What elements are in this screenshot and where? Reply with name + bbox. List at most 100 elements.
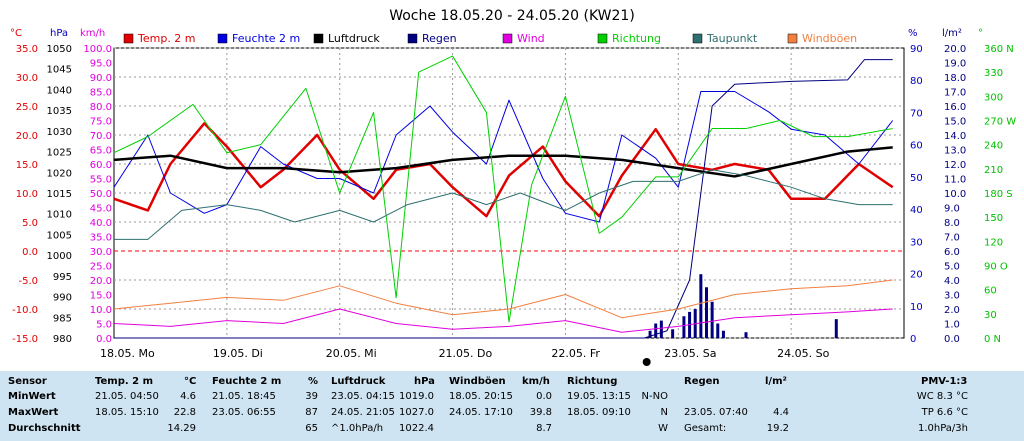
- tick-label-wind: 45.0: [90, 204, 112, 215]
- summary-cell-wb_t: 24.05. 17:10: [449, 407, 513, 418]
- summary-cell-temp_t: 18.05. 15:10: [95, 407, 159, 418]
- summary-cell-pmv: TP 6.6 °C: [921, 407, 968, 418]
- tick-label-wind: 15.0: [90, 291, 112, 302]
- day-label: 22.05. Fr: [551, 347, 600, 360]
- rain-bar: [710, 301, 714, 338]
- chart-canvas: Woche 18.05.20 - 24.05.20 (KW21) Temp. 2 …: [10, 8, 1017, 366]
- tick-label-rain: 10.0: [944, 189, 966, 200]
- legend-swatch: [502, 33, 513, 44]
- series-line: [113, 308, 893, 333]
- legend-label: Feuchte 2 m: [232, 32, 300, 45]
- summary-cell-temp_v: 14.29: [167, 423, 196, 434]
- summary-cell-wb_v: 8.7: [536, 423, 552, 434]
- legend-swatch: [217, 33, 228, 44]
- tick-label-rain: 12.0: [944, 160, 966, 171]
- tick-label-rain: 5.0: [944, 262, 960, 273]
- tick-label-humidity: 40: [910, 205, 923, 216]
- rain-bar: [705, 287, 708, 338]
- day-label: 20.05. Mi: [326, 347, 377, 360]
- rain-bar: [682, 316, 686, 338]
- tick-label-direction: 270 W: [984, 117, 1016, 128]
- tick-label-temp: 15.0: [16, 160, 38, 171]
- header-luftdruck-unit: hPa: [414, 376, 435, 387]
- header-sensor: Sensor: [8, 376, 47, 387]
- header-pmv: PMV-1:3: [921, 376, 968, 387]
- tick-label-wind: 25.0: [90, 262, 112, 273]
- legend-label: Richtung: [612, 32, 661, 45]
- tick-label-wind: 35.0: [90, 233, 112, 244]
- summary-cell-wb_v: 0.0: [536, 391, 552, 402]
- tick-label-rain: 4.0: [944, 276, 960, 287]
- header-temp-unit: °C: [184, 376, 197, 387]
- tick-label-pressure: 1000: [47, 251, 72, 262]
- header-feuchte-unit: %: [308, 376, 319, 387]
- tick-label-wind: 30.0: [90, 247, 112, 258]
- header-windboeen: Windböen: [449, 376, 506, 387]
- legend-swatch: [407, 33, 418, 44]
- summary-cell-lu_v: 1022.4: [399, 423, 434, 434]
- series-line: [114, 59, 893, 339]
- tick-label-direction: 120: [984, 237, 1003, 248]
- series-line: [113, 279, 893, 319]
- tick-label-direction: 360 N: [984, 44, 1014, 55]
- tick-label-rain: 19.0: [944, 59, 966, 70]
- summary-cell-lu_t: 24.05. 21:05: [331, 407, 395, 418]
- tick-label-direction: 240: [984, 141, 1003, 152]
- tick-label-rain: 14.0: [944, 131, 966, 142]
- axis-unit-temp: °C: [10, 28, 22, 39]
- tick-label-wind: 80.0: [90, 102, 112, 113]
- tick-label-wind: 90.0: [90, 73, 112, 84]
- axis-unit-wind: km/h: [80, 28, 105, 39]
- tick-label-wind: 10.0: [90, 305, 112, 316]
- tick-label-rain: 8.0: [944, 218, 960, 229]
- tick-label-humidity: 80: [910, 76, 923, 87]
- tick-label-rain: 11.0: [944, 175, 966, 186]
- tick-label-pressure: 1045: [47, 65, 72, 76]
- rain-bar: [721, 330, 725, 338]
- legend-label: Regen: [422, 32, 457, 45]
- tick-label-wind: 85.0: [90, 88, 112, 99]
- legend-swatch: [692, 33, 703, 44]
- axis-unit-humidity: %: [908, 28, 918, 39]
- summary-cell-pmv: 1.0hPa/3h: [917, 423, 968, 434]
- tick-label-rain: 1.0: [944, 320, 960, 331]
- legend-swatch: [787, 33, 798, 44]
- tick-label-rain: 20.0: [944, 44, 966, 55]
- summary-cell-wb_v: 39.8: [529, 407, 552, 418]
- rain-bar: [659, 320, 663, 338]
- tick-label-temp: -5.0: [18, 276, 38, 287]
- rain-bar: [654, 323, 658, 338]
- tick-label-pressure: 1025: [47, 148, 72, 159]
- summary-cell-re_t: Gesamt:: [684, 423, 727, 434]
- tick-label-wind: 5.0: [96, 320, 112, 331]
- tick-label-temp: 20.0: [16, 131, 38, 142]
- summary-cell-ri_v: N-NO: [641, 391, 668, 402]
- tick-label-pressure: 1015: [47, 189, 72, 200]
- legend-label: Taupunkt: [706, 32, 758, 45]
- summary-cell-lu_t: 23.05. 04:15: [331, 391, 395, 402]
- tick-label-pressure: 1005: [47, 230, 72, 241]
- legend-label: Luftdruck: [328, 32, 380, 45]
- tick-label-pressure: 1035: [47, 106, 72, 117]
- tick-label-rain: 6.0: [944, 247, 960, 258]
- chart-title: Woche 18.05.20 - 24.05.20 (KW21): [389, 8, 635, 24]
- rain-bar: [744, 332, 748, 338]
- legend-swatch: [123, 33, 134, 44]
- tick-label-humidity: 90: [910, 44, 923, 55]
- day-marker: [642, 358, 651, 366]
- axis-unit-direction: °: [978, 28, 983, 39]
- summary-cell-temp_v: 4.6: [180, 391, 196, 402]
- tick-label-rain: 3.0: [944, 291, 960, 302]
- tick-label-wind: 70.0: [90, 131, 112, 142]
- tick-label-temp: 35.0: [16, 44, 38, 55]
- summary-cell-ri_t: 19.05. 13:15: [567, 391, 631, 402]
- tick-label-temp: 30.0: [16, 73, 38, 84]
- summary-cell-ri_v: W: [658, 423, 668, 434]
- summary-cell-feu_v: 87: [305, 407, 318, 418]
- tick-label-rain: 0.0: [944, 334, 960, 345]
- tick-label-humidity: 10: [910, 302, 923, 313]
- tick-label-wind: 50.0: [90, 189, 112, 200]
- summary-cell-lu_t: ^1.0hPa/h: [331, 423, 384, 434]
- tick-label-pressure: 990: [53, 293, 72, 304]
- summary-cell-temp_v: 22.8: [173, 407, 196, 418]
